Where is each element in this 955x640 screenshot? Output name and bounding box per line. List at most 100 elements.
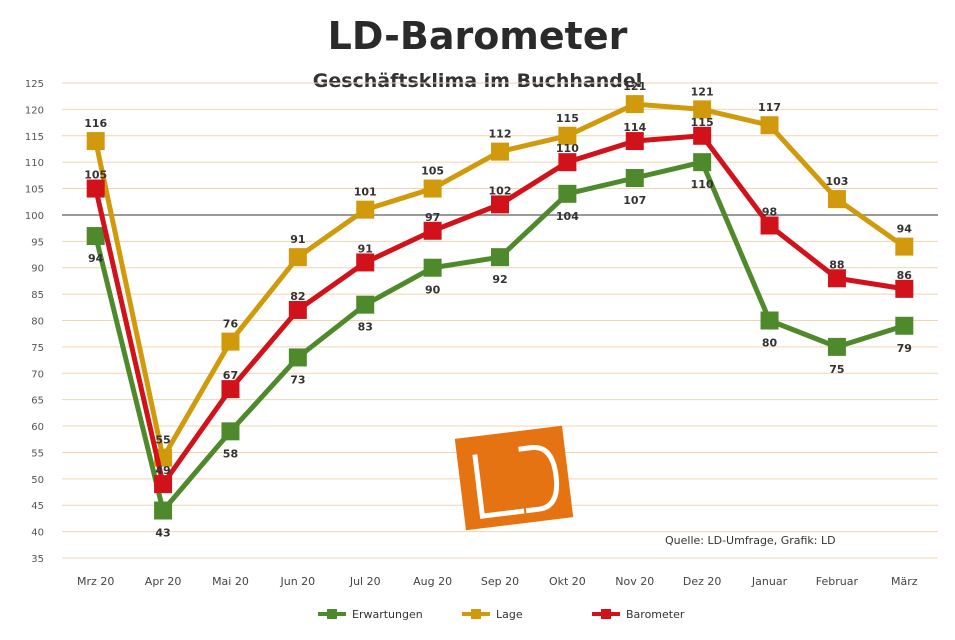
legend-marker-erwartungen [327, 609, 337, 619]
y-tick-label: 110 [25, 158, 44, 169]
data-point-erwartungen [895, 316, 914, 335]
data-label-erwartungen: 104 [556, 210, 579, 223]
y-tick-label: 55 [31, 448, 44, 459]
data-label-erwartungen: 58 [223, 447, 238, 460]
x-tick-label: Jun 20 [280, 575, 316, 588]
y-tick-label: 90 [31, 264, 44, 275]
data-point-lage [625, 95, 644, 114]
data-label-lage: 91 [290, 233, 305, 246]
y-tick-label: 70 [31, 369, 44, 380]
data-point-erwartungen [154, 501, 173, 520]
y-tick-label: 85 [31, 290, 44, 301]
data-label-barometer: 49 [155, 464, 170, 477]
data-label-lage: 55 [155, 434, 170, 447]
x-tick-label: März [891, 575, 918, 588]
data-point-lage [288, 248, 307, 267]
data-label-barometer: 115 [691, 116, 714, 129]
data-point-lage [558, 126, 577, 145]
data-label-lage: 105 [421, 165, 444, 178]
data-point-lage [760, 116, 779, 135]
data-label-barometer: 114 [623, 121, 646, 134]
data-label-barometer: 88 [829, 258, 844, 271]
data-point-erwartungen [221, 422, 240, 441]
data-point-barometer [86, 179, 105, 198]
legend-marker-lage [471, 609, 481, 619]
y-tick-label: 45 [31, 501, 44, 512]
y-tick-label: 100 [25, 211, 44, 222]
data-point-lage [356, 200, 375, 219]
y-tick-label: 65 [31, 396, 44, 407]
data-point-lage [491, 142, 509, 161]
x-tick-label: Aug 20 [413, 575, 452, 588]
data-point-erwartungen [693, 153, 712, 172]
x-tick-label: Sep 20 [481, 575, 519, 588]
data-label-lage: 76 [223, 318, 239, 331]
data-label-barometer: 102 [489, 184, 512, 197]
data-label-erwartungen: 92 [492, 273, 507, 286]
data-label-barometer: 98 [762, 206, 777, 219]
data-label-erwartungen: 107 [623, 194, 646, 207]
legend-label-barometer: Barometer [626, 608, 685, 621]
x-tick-label: Januar [751, 575, 788, 588]
data-label-lage: 121 [691, 85, 714, 98]
data-label-erwartungen: 75 [829, 363, 844, 376]
source-note: Quelle: LD-Umfrage, Grafik: LD [665, 534, 836, 547]
data-label-barometer: 105 [84, 169, 107, 182]
data-label-barometer: 86 [897, 269, 913, 282]
legend-label-erwartungen: Erwartungen [352, 608, 423, 621]
data-point-erwartungen [356, 295, 375, 314]
data-label-barometer: 67 [223, 369, 238, 382]
data-point-barometer [760, 216, 779, 235]
data-point-lage [693, 100, 712, 119]
x-tick-label: Apr 20 [145, 575, 182, 588]
y-tick-label: 105 [25, 185, 44, 196]
y-tick-label: 125 [25, 79, 44, 90]
x-tick-label: Jul 20 [349, 575, 381, 588]
y-tick-label: 75 [31, 343, 44, 354]
data-point-erwartungen [288, 348, 307, 367]
data-label-barometer: 97 [425, 211, 440, 224]
data-point-erwartungen [491, 248, 509, 267]
data-label-lage: 115 [556, 112, 579, 125]
data-point-erwartungen [423, 258, 442, 277]
x-tick-label: Dez 20 [683, 575, 722, 588]
data-point-barometer [491, 195, 509, 214]
y-tick-label: 95 [31, 237, 44, 248]
y-tick-label: 40 [31, 528, 44, 539]
chart-title: LD-Barometer [327, 14, 628, 58]
data-label-barometer: 110 [556, 142, 579, 155]
data-point-barometer [625, 132, 644, 151]
data-point-lage [221, 332, 240, 351]
x-tick-label: Okt 20 [549, 575, 586, 588]
data-point-barometer [895, 279, 914, 298]
data-point-barometer [356, 253, 375, 272]
data-point-barometer [221, 380, 240, 399]
data-label-erwartungen: 83 [358, 321, 373, 334]
y-tick-label: 115 [25, 132, 44, 143]
data-point-lage [423, 179, 442, 198]
data-label-erwartungen: 79 [897, 342, 912, 355]
legend-label-lage: Lage [496, 608, 523, 621]
data-label-lage: 117 [758, 101, 781, 114]
y-tick-label: 120 [25, 105, 44, 116]
data-label-lage: 116 [84, 117, 107, 130]
data-label-lage: 121 [623, 80, 646, 93]
data-point-erwartungen [760, 311, 779, 330]
data-label-erwartungen: 110 [691, 178, 714, 191]
data-label-erwartungen: 43 [155, 527, 170, 540]
data-label-erwartungen: 90 [425, 284, 441, 297]
x-tick-label: Februar [816, 575, 859, 588]
data-label-barometer: 91 [358, 242, 373, 255]
data-label-barometer: 82 [290, 290, 305, 303]
ld-logo-mark [472, 445, 560, 519]
data-point-barometer [423, 221, 442, 240]
data-point-barometer [827, 269, 846, 288]
chart-subtitle: Geschäftsklima im Buchhandel [312, 70, 643, 92]
data-point-lage [827, 190, 846, 209]
data-point-lage [895, 237, 914, 256]
legend-marker-barometer [601, 609, 611, 619]
data-point-barometer [558, 153, 577, 172]
data-label-erwartungen: 80 [762, 337, 778, 350]
